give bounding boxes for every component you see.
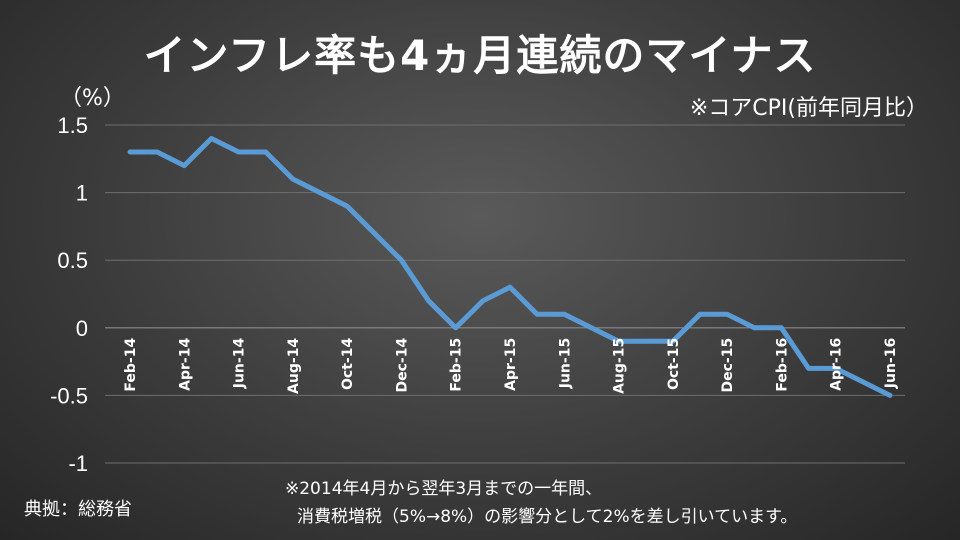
y-axis-unit-label: （%） bbox=[60, 86, 125, 111]
y-tick-label: 0 bbox=[76, 316, 88, 341]
x-axis-ticks: Feb-14 Apr-14 Jun-14 Aug-14 Oct-14 Dec-14 Feb-… bbox=[123, 338, 899, 394]
series-layer bbox=[127, 136, 893, 398]
x-tick-label: Jun-14 bbox=[232, 338, 248, 390]
footnote-line-1: ※2014年4月から翌年3月までの一年間、 bbox=[285, 479, 603, 499]
x-tick-label: Aug-14 bbox=[286, 338, 302, 394]
footnote-line-2: 消費税増税（5%→8%）の影響分として2%を差し引いています。 bbox=[297, 507, 798, 527]
y-tick-label: -1 bbox=[68, 451, 88, 476]
chart-title: インフレ率も4ヵ月連続のマイナス bbox=[143, 31, 817, 80]
x-tick-label: Apr-14 bbox=[177, 338, 193, 391]
y-tick-label: -0.5 bbox=[50, 383, 88, 408]
x-tick-label: Oct-15 bbox=[666, 338, 682, 390]
x-tick-label: Jun-15 bbox=[557, 338, 573, 389]
x-tick-label: Jun-16 bbox=[883, 338, 899, 389]
x-tick-label: Aug-15 bbox=[612, 338, 628, 394]
y-tick-label: 1 bbox=[76, 181, 88, 206]
x-tick-label: Apr-15 bbox=[503, 338, 519, 391]
series-note: ※コアCPI(前年同月比） bbox=[689, 96, 928, 121]
x-tick-label: Oct-14 bbox=[340, 338, 356, 390]
x-tick-label: Dec-15 bbox=[720, 338, 736, 393]
y-tick-label: 0.5 bbox=[57, 248, 88, 273]
footnote: ※2014年4月から翌年3月までの一年間、 消費税増税（5%→8%）の影響分とし… bbox=[285, 475, 797, 531]
x-tick-label: Feb-16 bbox=[774, 338, 790, 392]
series-line-0 bbox=[127, 136, 893, 398]
x-tick-label: Feb-15 bbox=[449, 338, 465, 392]
x-tick-label: Apr-16 bbox=[829, 338, 845, 391]
x-tick-label: Dec-14 bbox=[394, 338, 410, 393]
y-axis-ticks: 1.5 1 0.5 0 -0.5 -1 bbox=[50, 113, 88, 476]
grid-lines bbox=[105, 124, 905, 464]
x-tick-label: Feb-14 bbox=[123, 338, 139, 392]
y-tick-label: 1.5 bbox=[57, 113, 88, 138]
source-label: 典拠：総務省 bbox=[24, 499, 132, 520]
